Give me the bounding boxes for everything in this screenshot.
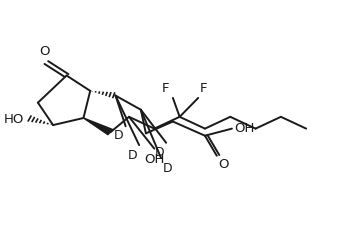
- Text: D: D: [163, 162, 172, 175]
- Text: O: O: [39, 45, 50, 58]
- Text: OH: OH: [144, 153, 165, 166]
- Text: F: F: [200, 82, 207, 95]
- Text: HO: HO: [3, 113, 24, 126]
- Polygon shape: [83, 118, 113, 135]
- Text: O: O: [218, 158, 229, 171]
- Text: D: D: [155, 146, 165, 159]
- Text: OH: OH: [235, 122, 255, 135]
- Text: D: D: [113, 129, 123, 142]
- Text: D: D: [128, 149, 137, 162]
- Text: F: F: [162, 82, 169, 95]
